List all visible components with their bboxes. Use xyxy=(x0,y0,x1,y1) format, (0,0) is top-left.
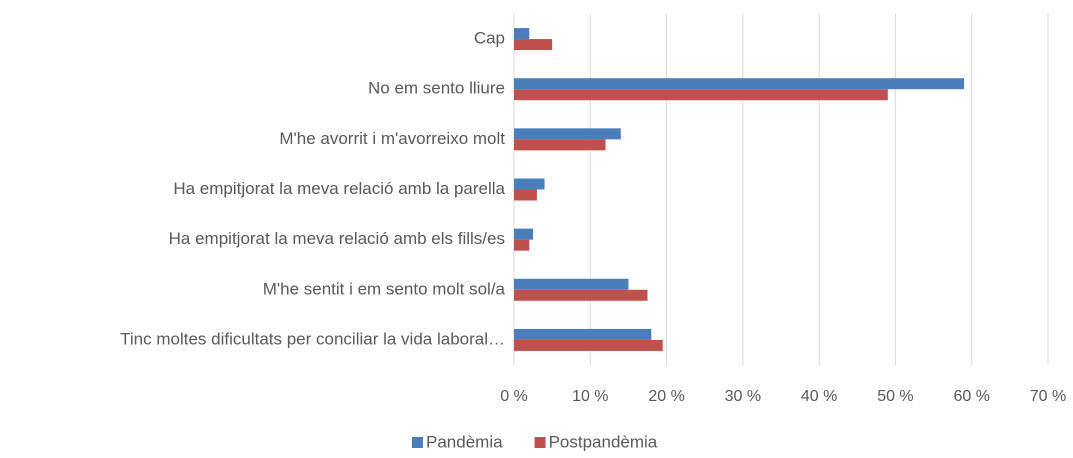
bar xyxy=(514,228,534,240)
x-tick-label: 60 % xyxy=(953,388,989,405)
bar xyxy=(514,28,530,40)
y-tick-label: No em sento lliure xyxy=(368,79,505,98)
y-tick-label: M'he avorrit i m'avorreixo molt xyxy=(279,129,505,148)
legend-swatch xyxy=(534,437,546,448)
y-tick-label: Ha empitjorat la meva relació amb la par… xyxy=(173,179,505,198)
bar xyxy=(514,189,537,201)
x-tick-label: 70 % xyxy=(1030,388,1066,405)
bar xyxy=(514,289,648,301)
bar xyxy=(514,278,629,290)
x-tick-label: 10 % xyxy=(572,388,608,405)
bar xyxy=(514,178,545,190)
x-tick-label: 40 % xyxy=(801,388,837,405)
x-tick-label: 30 % xyxy=(725,388,761,405)
bar xyxy=(514,339,663,351)
bar xyxy=(514,139,606,151)
bar xyxy=(514,328,652,340)
bar xyxy=(514,39,553,51)
bar xyxy=(514,239,530,251)
bar xyxy=(514,128,621,140)
x-tick-label: 50 % xyxy=(877,388,913,405)
x-tick-label: 20 % xyxy=(648,388,684,405)
bar xyxy=(514,78,965,90)
y-tick-label: Cap xyxy=(474,29,505,48)
y-tick-label: Tinc moltes dificultats per conciliar la… xyxy=(120,329,505,348)
bar xyxy=(514,89,888,101)
legend-label: Pandèmia xyxy=(426,432,503,451)
legend-swatch xyxy=(412,437,423,448)
x-tick-label: 0 % xyxy=(500,388,528,405)
y-tick-label: M'he sentit i em sento molt sol/a xyxy=(263,279,506,298)
legend-label: Postpandèmia xyxy=(549,432,658,451)
y-tick-label: Ha empitjorat la meva relació amb els fi… xyxy=(169,229,505,248)
